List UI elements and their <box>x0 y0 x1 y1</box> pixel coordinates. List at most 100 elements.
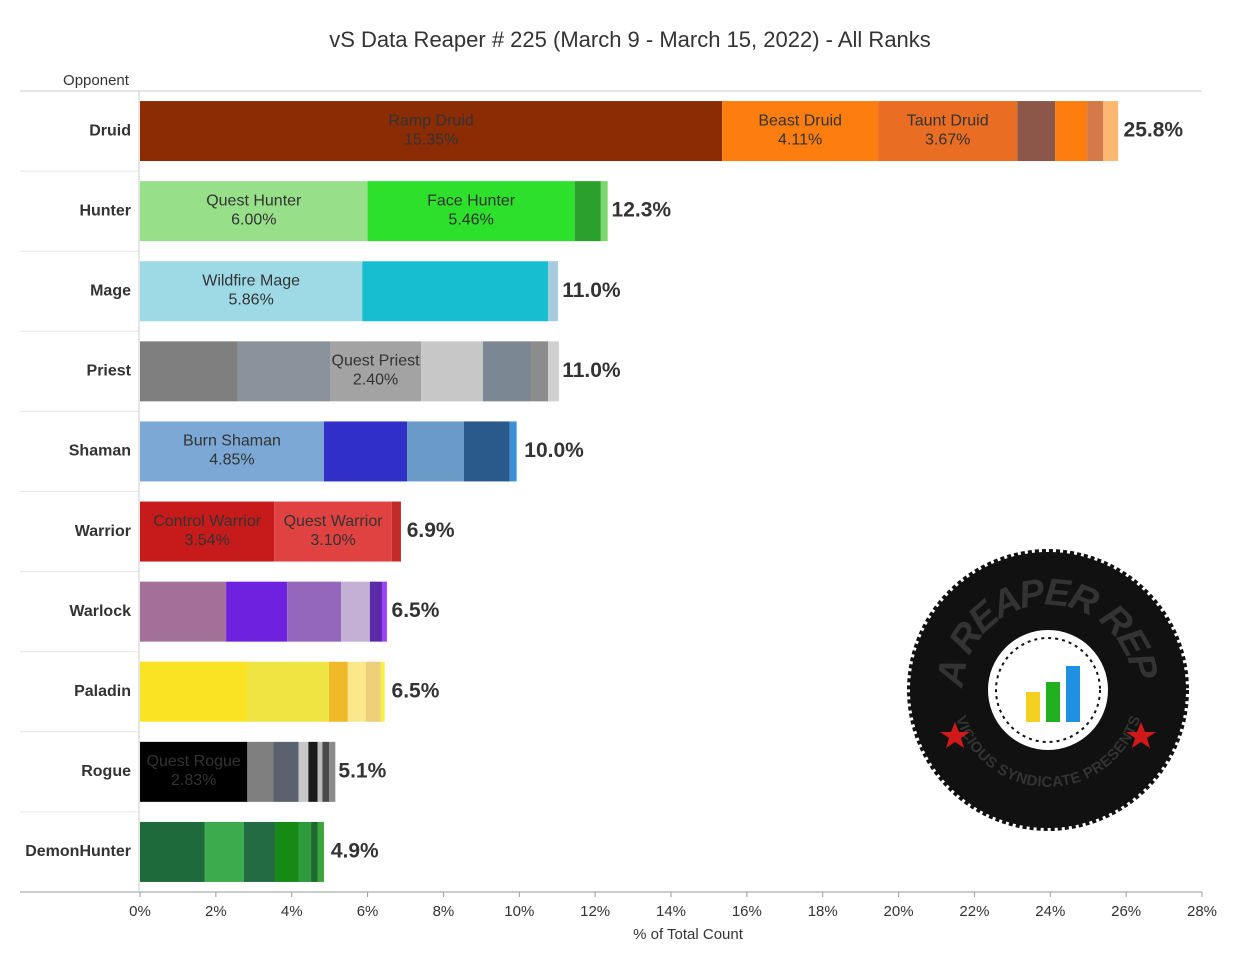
bar-segment <box>140 661 247 722</box>
bar-segment <box>1103 101 1119 162</box>
logo-icon <box>1046 682 1060 722</box>
bar-segment <box>140 101 723 162</box>
y-tick-label: Warlock <box>69 603 131 620</box>
total-label: 6.9% <box>407 519 455 542</box>
bar-segment <box>407 421 464 482</box>
bar-segment <box>243 821 276 882</box>
total-label: 11.0% <box>562 359 621 382</box>
segment-label: 5.86% <box>228 291 273 308</box>
y-axis-title: Opponent <box>63 72 130 89</box>
bar-segment <box>274 501 392 562</box>
bar-segment <box>140 181 368 242</box>
bar-segment <box>273 741 299 802</box>
x-tick-label: 14% <box>656 903 686 920</box>
segment-name: Face Hunter <box>427 192 516 209</box>
total-label: 4.9% <box>331 839 379 862</box>
segment-name: Control Warrior <box>153 513 262 530</box>
x-tick-label: 2% <box>205 903 227 920</box>
y-tick-label: Paladin <box>74 683 131 700</box>
bar-segment <box>328 661 348 722</box>
bar-segment <box>463 421 510 482</box>
bar-segment <box>509 421 517 482</box>
bar-segment <box>380 661 385 722</box>
bar-segment <box>482 341 532 402</box>
segment-name: Wildfire Mage <box>202 272 300 289</box>
segment-label: 6.00% <box>231 211 276 228</box>
x-tick-label: 22% <box>959 903 989 920</box>
chart-title: vS Data Reaper # 225 (March 9 - March 15… <box>329 27 931 52</box>
segment-label: 2.40% <box>353 372 398 389</box>
bar-segment <box>298 821 312 882</box>
x-tick-label: 16% <box>732 903 762 920</box>
bar-segment <box>367 181 575 242</box>
x-tick-label: 8% <box>433 903 455 920</box>
bar-segment <box>226 581 288 642</box>
total-label: 6.5% <box>392 599 440 622</box>
segment-name: Burn Shaman <box>183 433 281 450</box>
segment-label: 3.54% <box>184 532 229 549</box>
segment-name: Quest Warrior <box>284 513 384 530</box>
y-tick-label: Mage <box>90 282 131 299</box>
bar-segment <box>381 581 387 642</box>
bar-segment <box>322 741 330 802</box>
x-tick-label: 28% <box>1187 903 1217 920</box>
y-tick-label: Druid <box>89 122 131 139</box>
x-tick-label: 6% <box>357 903 379 920</box>
bar-segment <box>421 341 483 402</box>
bar-segment <box>323 421 408 482</box>
bar-segment <box>878 101 1018 162</box>
x-tick-label: 26% <box>1111 903 1141 920</box>
y-tick-label: Priest <box>87 363 132 380</box>
total-label: 5.1% <box>338 759 386 782</box>
bar-segment <box>140 341 238 402</box>
x-tick-label: 24% <box>1035 903 1065 920</box>
bar-segment <box>246 661 329 722</box>
bar-segment <box>287 581 342 642</box>
bar-segment <box>548 261 558 322</box>
bar-segment <box>1017 101 1056 162</box>
bar-segment <box>600 181 608 242</box>
bar-segment <box>298 741 309 802</box>
segment-label: 3.67% <box>925 131 970 148</box>
bar-segment <box>548 341 560 402</box>
segment-name: Beast Druid <box>758 112 842 129</box>
logo-icon <box>1066 666 1080 722</box>
bar-segment <box>365 661 381 722</box>
logo-star <box>940 722 970 748</box>
bar-segment <box>204 821 244 882</box>
logo-ring <box>995 637 1101 743</box>
y-tick-label: Hunter <box>79 202 131 219</box>
bar-segment <box>369 581 382 642</box>
bar-segment <box>391 501 401 562</box>
bar-segment <box>330 341 422 402</box>
logo-star <box>1126 722 1156 748</box>
bar-segment <box>140 741 248 802</box>
logo-icon <box>1026 692 1040 722</box>
bar-segment <box>308 741 318 802</box>
segment-label: 4.85% <box>209 452 254 469</box>
total-label: 6.5% <box>392 679 440 702</box>
y-tick-label: Shaman <box>69 443 131 460</box>
bar-segment <box>140 421 324 482</box>
segment-name: Quest Rogue <box>147 753 241 770</box>
y-tick-label: Warrior <box>75 523 131 540</box>
bar-segment <box>722 101 879 162</box>
segment-name: Quest Priest <box>332 353 421 370</box>
x-tick-label: 0% <box>129 903 151 920</box>
segment-name: Quest Hunter <box>206 192 302 209</box>
total-label: 10.0% <box>524 439 584 462</box>
x-tick-label: 4% <box>281 903 303 920</box>
x-tick-label: 12% <box>580 903 610 920</box>
y-tick-label: Rogue <box>81 763 131 780</box>
bar-segment <box>531 341 549 402</box>
segment-name: Ramp Druid <box>388 112 473 129</box>
x-axis-title: % of Total Count <box>633 926 744 943</box>
x-tick-label: 18% <box>808 903 838 920</box>
segment-label: 3.10% <box>310 532 355 549</box>
bar-segment <box>275 821 299 882</box>
total-label: 12.3% <box>612 199 672 222</box>
bar-segment <box>347 661 366 722</box>
bar-segment <box>341 581 370 642</box>
bar-segment <box>574 181 601 242</box>
